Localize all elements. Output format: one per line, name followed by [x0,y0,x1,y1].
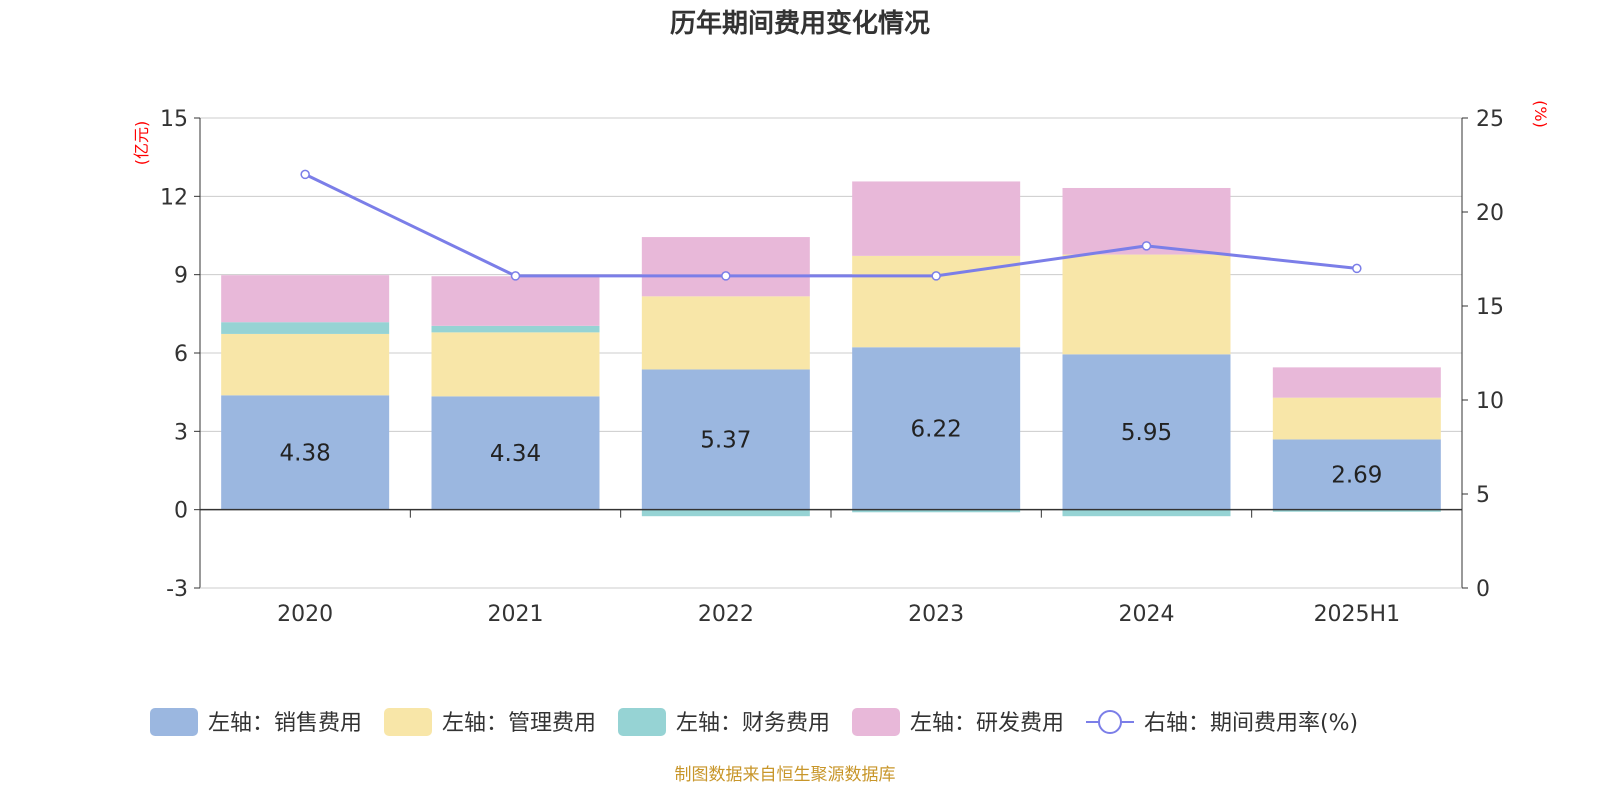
x-tick-label: 2022 [698,602,754,627]
x-tick-label: 2025H1 [1314,602,1401,627]
source-note: 制图数据来自恒生聚源数据库 [675,765,896,785]
right-tick-label: 15 [1476,295,1504,320]
left-tick-label: 12 [160,185,188,210]
bar-series [221,181,1441,517]
legend-marker [1098,710,1122,734]
bar-segment [641,509,810,517]
left-axis-unit: (亿元) [132,121,151,166]
x-tick-label: 2023 [908,602,964,627]
legend-label: 左轴：销售费用 [208,711,362,736]
legend-label: 左轴：管理费用 [442,711,596,736]
legend-label: 左轴：财务费用 [676,711,830,736]
rate-point [300,169,310,180]
rate-point [931,271,941,281]
bar-segment [1272,367,1441,398]
right-tick-label: 20 [1476,201,1504,226]
legend-swatch [618,708,666,736]
right-tick-label: 25 [1476,107,1504,132]
bar-segment [221,275,390,323]
data-label: 2.69 [1331,463,1382,489]
left-tick-label: 6 [174,342,188,367]
right-axis-unit: (%) [1531,100,1550,128]
bar-segment [431,276,600,326]
left-tick-label: 15 [160,107,188,132]
bar-segment [852,181,1021,256]
rate-point [1141,241,1152,251]
legend-swatch [384,708,432,736]
data-label: 4.38 [280,440,331,466]
data-labels: 4.38 4.34 5.37 6.22 5.95 2.69 [280,416,1383,488]
bar-segment [641,237,810,297]
legend-swatch [852,708,900,736]
data-label: 6.22 [911,416,962,442]
bar-segment [1062,509,1231,517]
bar-segment [1062,254,1231,355]
data-label: 5.95 [1121,420,1172,446]
bar-segment [1272,509,1441,512]
right-tick-label: 5 [1476,483,1490,508]
right-tick-label: 10 [1476,389,1504,414]
rate-line [304,173,1357,278]
left-tick-label: 9 [174,264,188,289]
bar-segment [641,369,810,510]
axes: -3 0 3 6 9 12 15 0 5 10 15 20 25 2020 2021 2022 2023 2024… [160,107,1504,627]
left-tick-label: 0 [174,499,188,524]
legend-label: 左轴：研发费用 [910,711,1064,736]
bar-segment [641,296,810,370]
legend-label: 右轴：期间费用率(%) [1144,711,1358,736]
data-label: 4.34 [490,441,541,467]
bar-segment [852,347,1021,510]
bar-segment [221,395,390,510]
bar-segment [431,325,600,333]
left-tick-label: 3 [174,420,188,445]
bar-segment [1272,439,1441,510]
rate-point [721,271,731,281]
bar-segment [221,333,390,396]
bar-segment [1272,397,1441,440]
bar-segment [852,255,1021,348]
chart-title: 历年期间费用变化情况 [670,8,930,39]
legend-swatch [150,708,198,736]
x-tick-label: 2024 [1119,602,1175,627]
left-tick-label: -3 [166,577,188,602]
data-label: 5.37 [700,428,751,454]
right-tick-label: 0 [1476,577,1490,602]
rate-point [510,271,521,281]
bar-segment [431,332,600,397]
bar-segment [852,509,1021,513]
bar-segment [1062,354,1231,510]
legend: 左轴：销售费用 左轴：管理费用 左轴：财务费用 左轴：研发费用 右轴：期间费用率(%) [150,708,1358,736]
x-tick-label: 2021 [488,602,544,627]
line-series [300,169,1362,281]
x-tick-label: 2020 [277,602,333,627]
bar-segment [431,396,600,510]
bar-segment [221,322,390,334]
rate-point [1352,263,1362,274]
